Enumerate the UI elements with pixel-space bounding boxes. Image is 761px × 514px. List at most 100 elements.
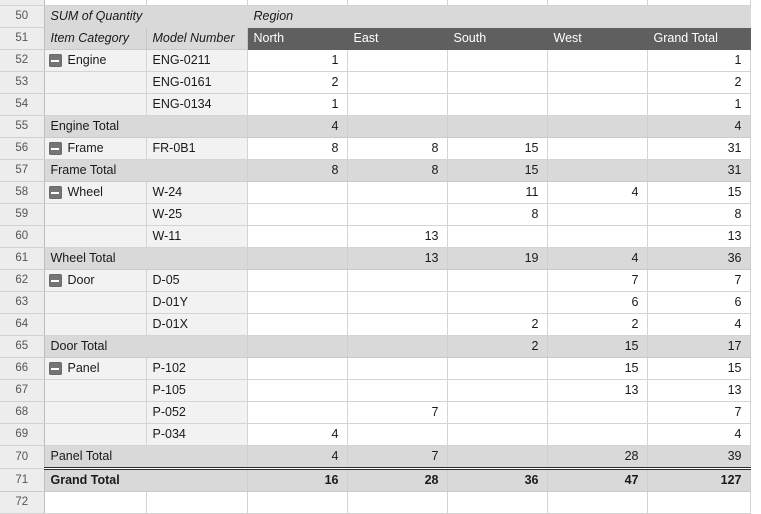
empty-cell[interactable]	[146, 491, 248, 514]
subtotal-value-west[interactable]	[547, 159, 648, 182]
value-cell-south[interactable]	[447, 49, 548, 72]
value-cell-west[interactable]	[547, 203, 648, 226]
value-cell-east[interactable]: 7	[347, 401, 448, 424]
subtotal-value-north[interactable]: 4	[247, 115, 348, 138]
subtotal-label[interactable]: Door Total	[44, 335, 248, 358]
model-number-cell[interactable]: W-11	[146, 225, 248, 248]
value-cell-east[interactable]	[347, 313, 448, 336]
row-number-70[interactable]: 70	[0, 445, 45, 469]
model-number-cell[interactable]: ENG-0161	[146, 71, 248, 94]
value-cell-east[interactable]	[347, 423, 448, 446]
model-number-cell[interactable]: D-05	[146, 269, 248, 292]
minus-square-icon[interactable]	[48, 362, 62, 375]
subtotal-value-south[interactable]	[447, 445, 548, 469]
subtotal-value-west[interactable]: 15	[547, 335, 648, 358]
item-category-cell[interactable]	[44, 313, 147, 336]
item-category-cell[interactable]	[44, 379, 147, 402]
column-header-east[interactable]: East	[347, 27, 448, 50]
value-cell-west[interactable]	[547, 423, 648, 446]
value-cell-south[interactable]: 11	[447, 181, 548, 204]
value-cell-south[interactable]: 8	[447, 203, 548, 226]
subtotal-label[interactable]: Panel Total	[44, 445, 248, 469]
value-cell-grand-total[interactable]: 15	[647, 357, 751, 380]
subtotal-value-east[interactable]: 13	[347, 247, 448, 270]
value-cell-north[interactable]	[247, 313, 348, 336]
item-category-cell[interactable]	[44, 71, 147, 94]
value-cell-south[interactable]	[447, 401, 548, 424]
row-number-66[interactable]: 66	[0, 357, 45, 380]
value-cell-south[interactable]	[447, 71, 548, 94]
row-field-header-2[interactable]: Model Number	[146, 27, 248, 50]
subtotal-value-grand-total[interactable]: 17	[647, 335, 751, 358]
empty-cell[interactable]	[447, 491, 548, 514]
value-cell-grand-total[interactable]: 31	[647, 137, 751, 160]
value-cell-south[interactable]	[447, 93, 548, 116]
value-cell-west[interactable]: 13	[547, 379, 648, 402]
value-cell-west[interactable]: 2	[547, 313, 648, 336]
empty-cell[interactable]	[447, 0, 548, 6]
value-cell-grand-total[interactable]: 7	[647, 269, 751, 292]
item-category-cell[interactable]: Panel	[44, 357, 147, 380]
value-field-caption[interactable]: SUM of Quantity	[44, 5, 248, 28]
row-number-59[interactable]: 59	[0, 203, 45, 226]
subtotal-label[interactable]: Frame Total	[44, 159, 248, 182]
model-number-cell[interactable]: P-102	[146, 357, 248, 380]
model-number-cell[interactable]: FR-0B1	[146, 137, 248, 160]
value-cell-north[interactable]: 4	[247, 423, 348, 446]
value-cell-west[interactable]	[547, 71, 648, 94]
empty-cell[interactable]	[247, 0, 348, 6]
empty-cell[interactable]	[547, 491, 648, 514]
subtotal-label[interactable]: Wheel Total	[44, 247, 248, 270]
value-cell-west[interactable]	[547, 93, 648, 116]
minus-square-icon[interactable]	[48, 54, 62, 67]
value-cell-grand-total[interactable]: 13	[647, 225, 751, 248]
subtotal-value-east[interactable]	[347, 335, 448, 358]
subtotal-value-east[interactable]: 7	[347, 445, 448, 469]
value-cell-grand-total[interactable]: 7	[647, 401, 751, 424]
value-cell-south[interactable]	[447, 357, 548, 380]
subtotal-value-north[interactable]: 8	[247, 159, 348, 182]
subtotal-value-north[interactable]: 4	[247, 445, 348, 469]
grand-total-value-grand-total[interactable]: 127	[647, 467, 751, 492]
value-cell-grand-total[interactable]: 8	[647, 203, 751, 226]
row-number-49[interactable]: 49	[0, 0, 45, 6]
subtotal-value-west[interactable]: 28	[547, 445, 648, 469]
value-cell-west[interactable]: 6	[547, 291, 648, 314]
value-cell-grand-total[interactable]: 4	[647, 423, 751, 446]
subtotal-value-grand-total[interactable]: 4	[647, 115, 751, 138]
value-cell-grand-total[interactable]: 15	[647, 181, 751, 204]
subtotal-value-grand-total[interactable]: 36	[647, 247, 751, 270]
model-number-cell[interactable]: D-01Y	[146, 291, 248, 314]
value-cell-north[interactable]	[247, 203, 348, 226]
value-cell-south[interactable]	[447, 423, 548, 446]
subtotal-value-east[interactable]: 8	[347, 159, 448, 182]
value-cell-east[interactable]	[347, 181, 448, 204]
value-cell-grand-total[interactable]: 4	[647, 313, 751, 336]
row-field-header-1[interactable]: Item Category	[44, 27, 147, 50]
subtotal-value-south[interactable]: 15	[447, 159, 548, 182]
empty-cell[interactable]	[347, 0, 448, 6]
value-cell-west[interactable]: 4	[547, 181, 648, 204]
value-cell-north[interactable]	[247, 225, 348, 248]
subtotal-value-south[interactable]	[447, 115, 548, 138]
subtotal-value-south[interactable]: 19	[447, 247, 548, 270]
item-category-cell[interactable]: Door	[44, 269, 147, 292]
value-cell-south[interactable]	[447, 379, 548, 402]
value-cell-north[interactable]	[247, 181, 348, 204]
value-cell-north[interactable]: 2	[247, 71, 348, 94]
model-number-cell[interactable]: P-034	[146, 423, 248, 446]
subtotal-value-south[interactable]: 2	[447, 335, 548, 358]
value-cell-north[interactable]	[247, 401, 348, 424]
value-cell-north[interactable]: 8	[247, 137, 348, 160]
subtotal-value-north[interactable]	[247, 335, 348, 358]
value-cell-grand-total[interactable]: 13	[647, 379, 751, 402]
row-number-58[interactable]: 58	[0, 181, 45, 204]
column-field-caption[interactable]: Region	[247, 5, 751, 28]
row-number-57[interactable]: 57	[0, 159, 45, 182]
value-cell-east[interactable]	[347, 203, 448, 226]
row-number-54[interactable]: 54	[0, 93, 45, 116]
value-cell-east[interactable]	[347, 269, 448, 292]
value-cell-north[interactable]	[247, 379, 348, 402]
item-category-cell[interactable]	[44, 203, 147, 226]
row-number-62[interactable]: 62	[0, 269, 45, 292]
